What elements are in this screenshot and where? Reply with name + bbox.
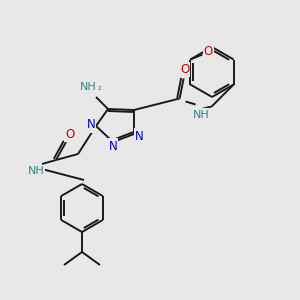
Text: O: O [180,63,189,76]
Text: NH: NH [193,110,210,119]
Text: NH: NH [28,166,44,176]
Text: N: N [135,130,143,142]
Text: N: N [87,118,95,131]
Text: NH: NH [80,82,96,92]
Text: ₂: ₂ [98,82,102,92]
Text: O: O [204,45,213,58]
Text: N: N [109,140,117,152]
Text: O: O [65,128,75,140]
